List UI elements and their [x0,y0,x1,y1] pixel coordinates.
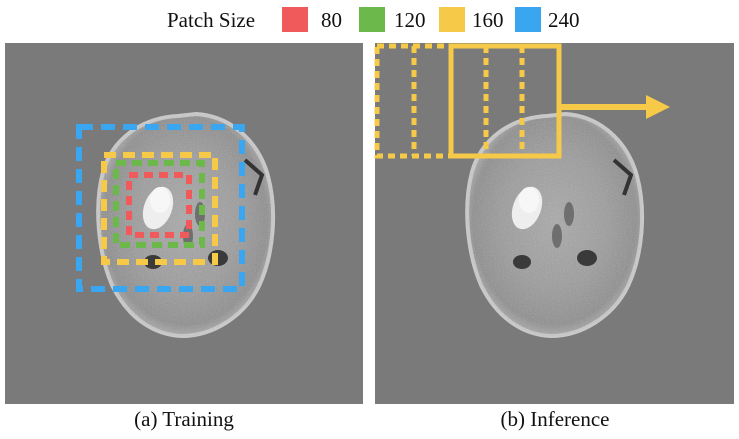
legend-swatch-80 [282,7,308,32]
sliding-window-current [448,43,562,159]
sliding-direction-arrow-icon [559,95,670,119]
inference-brain-scan [465,111,645,339]
patch-box-240 [76,124,245,292]
inference-caption: (b) Inference [501,407,610,431]
inference-panel: (b) Inference [374,43,734,431]
legend-swatch-240 [515,7,541,32]
patch-box-160 [101,152,218,265]
legend: Patch Size 80 120 160 240 [167,7,580,32]
legend-title: Patch Size [167,8,255,32]
legend-label-120: 120 [394,8,426,32]
legend-swatch-160 [439,7,465,32]
legend-label-240: 240 [548,8,580,32]
training-brain-scan [96,111,276,339]
legend-label-160: 160 [472,8,504,32]
training-panel: (a) Training [5,43,363,431]
patch-box-80 [126,172,192,238]
legend-label-80: 80 [321,8,342,32]
legend-swatch-120 [359,7,385,32]
patch-box-120 [113,160,205,248]
training-caption: (a) Training [134,407,234,431]
